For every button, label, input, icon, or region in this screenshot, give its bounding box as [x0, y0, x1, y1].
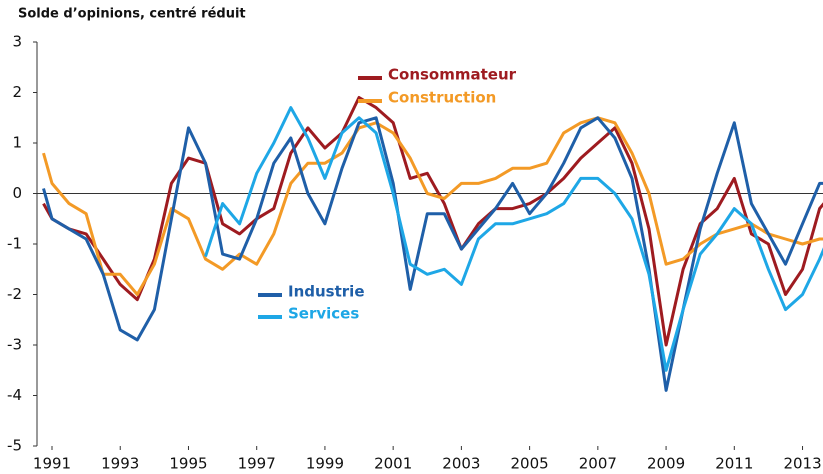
y-tick-label: 3 [12, 33, 22, 51]
y-tick-label: -5 [7, 437, 22, 455]
legend-label: Industrie [288, 283, 365, 301]
y-tick-label: 2 [12, 83, 22, 101]
y-tick-label: -2 [7, 285, 22, 303]
x-tick-label: 2009 [647, 455, 685, 473]
series-line [42, 96, 823, 347]
y-tick-label: -3 [7, 336, 22, 354]
x-tick-label: 1993 [101, 455, 139, 473]
series-line [204, 106, 823, 372]
y-tick-label: -4 [7, 386, 22, 404]
y-tick-label: -1 [7, 235, 22, 253]
y-tick-label: 0 [12, 184, 22, 202]
x-tick-label: 1991 [33, 455, 71, 473]
x-tick-label: 2005 [511, 455, 549, 473]
x-tick-label: 2013 [783, 455, 821, 473]
chart-title: Solde d’opinions, centré réduit [18, 7, 246, 22]
series-line [42, 116, 823, 392]
x-tick-label: 1997 [238, 455, 276, 473]
x-tick-label: 1995 [169, 455, 207, 473]
x-tick-label: 2001 [374, 455, 412, 473]
y-tick-label: 1 [12, 134, 22, 152]
x-tick-label: 1999 [306, 455, 344, 473]
series-line [42, 116, 823, 296]
legend-label: Consommateur [388, 66, 517, 84]
legend-label: Services [288, 305, 359, 323]
legend-label: Construction [388, 89, 496, 107]
x-tick-label: 2007 [579, 455, 617, 473]
x-tick-label: 2003 [442, 455, 480, 473]
x-tick-label: 2011 [715, 455, 753, 473]
